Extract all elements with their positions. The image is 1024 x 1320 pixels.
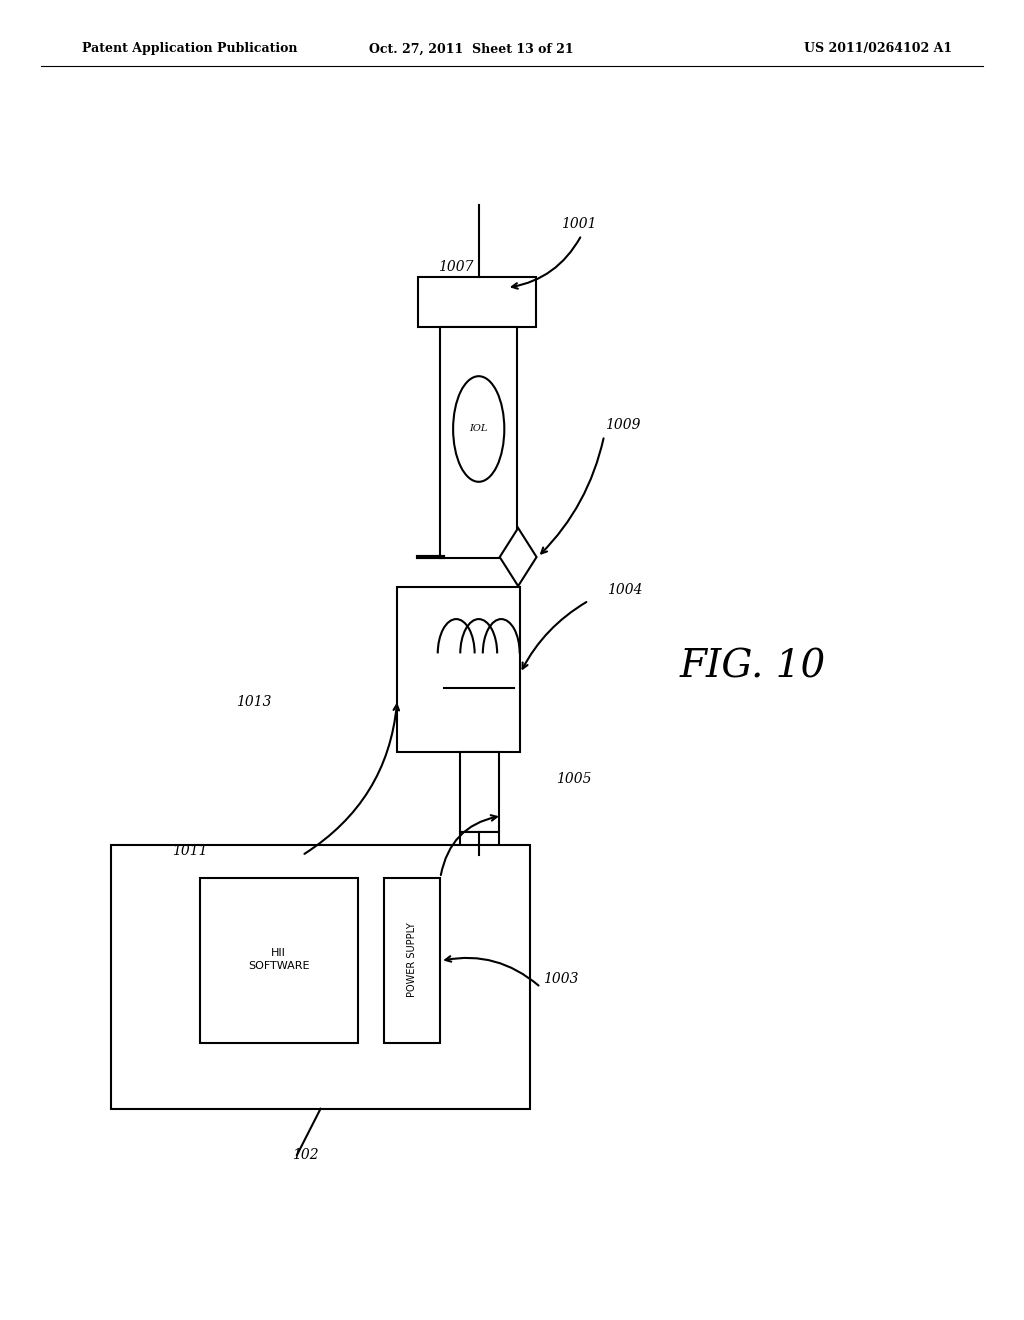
Text: US 2011/0264102 A1: US 2011/0264102 A1 [804, 42, 952, 55]
Text: 1011: 1011 [172, 845, 207, 858]
Bar [440, 327, 517, 558]
Bar [418, 277, 536, 327]
Text: 1007: 1007 [438, 260, 473, 273]
Text: FIG. 10: FIG. 10 [680, 648, 825, 685]
Polygon shape [500, 528, 537, 586]
Bar [200, 878, 358, 1043]
Text: 1005: 1005 [556, 772, 591, 785]
Bar [460, 832, 499, 855]
Bar [397, 587, 520, 752]
Text: 1009: 1009 [605, 418, 640, 432]
Text: 102: 102 [292, 1148, 318, 1162]
Bar [384, 878, 440, 1043]
Ellipse shape [453, 376, 505, 482]
Text: Patent Application Publication: Patent Application Publication [82, 42, 297, 55]
Text: 1013: 1013 [237, 696, 271, 709]
Bar [111, 845, 530, 1109]
Text: IOL: IOL [470, 425, 487, 433]
Text: 1001: 1001 [561, 218, 596, 231]
Text: POWER SUPPLY: POWER SUPPLY [407, 923, 417, 997]
Text: 1003: 1003 [544, 973, 579, 986]
Text: HII
SOFTWARE: HII SOFTWARE [248, 948, 309, 972]
Bar [460, 752, 499, 832]
Text: 1004: 1004 [607, 583, 642, 597]
Text: Oct. 27, 2011  Sheet 13 of 21: Oct. 27, 2011 Sheet 13 of 21 [369, 42, 573, 55]
